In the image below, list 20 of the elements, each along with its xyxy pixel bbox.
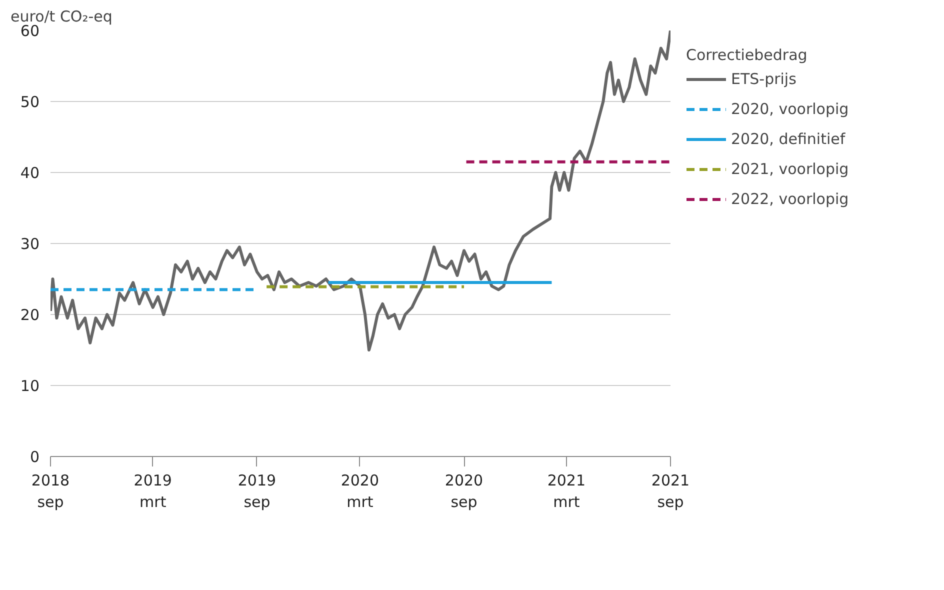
legend-label: 2022, voorlopig bbox=[731, 190, 849, 208]
y-tick-label: 20 bbox=[20, 306, 40, 324]
y-tick-label: 40 bbox=[20, 164, 40, 182]
x-tick-label: 2020 mrt bbox=[340, 472, 380, 512]
legend-label: 2020, voorlopig bbox=[731, 100, 849, 118]
y-tick-label: 30 bbox=[20, 235, 40, 253]
legend-label: 2020, definitief bbox=[731, 130, 846, 148]
x-tick-label: 2021 mrt bbox=[547, 472, 586, 512]
y-tick-label: 50 bbox=[20, 93, 40, 111]
x-tick-label: 2019 mrt bbox=[134, 472, 172, 512]
y-tick-label: 0 bbox=[30, 448, 40, 466]
legend-label: ETS-prijs bbox=[731, 70, 796, 88]
y-tick-label: 10 bbox=[20, 377, 40, 395]
legend-title: Correctiebedrag bbox=[686, 46, 808, 64]
x-tick-label: 2020 sep bbox=[444, 472, 484, 512]
legend-label: 2021, voorlopig bbox=[731, 160, 849, 178]
line-series bbox=[50, 30, 670, 352]
x-tick-label: 2018 sep bbox=[31, 472, 70, 512]
x-tick-label: 2021 sep bbox=[651, 472, 690, 512]
x-tick-label: 2019 sep bbox=[238, 472, 276, 512]
